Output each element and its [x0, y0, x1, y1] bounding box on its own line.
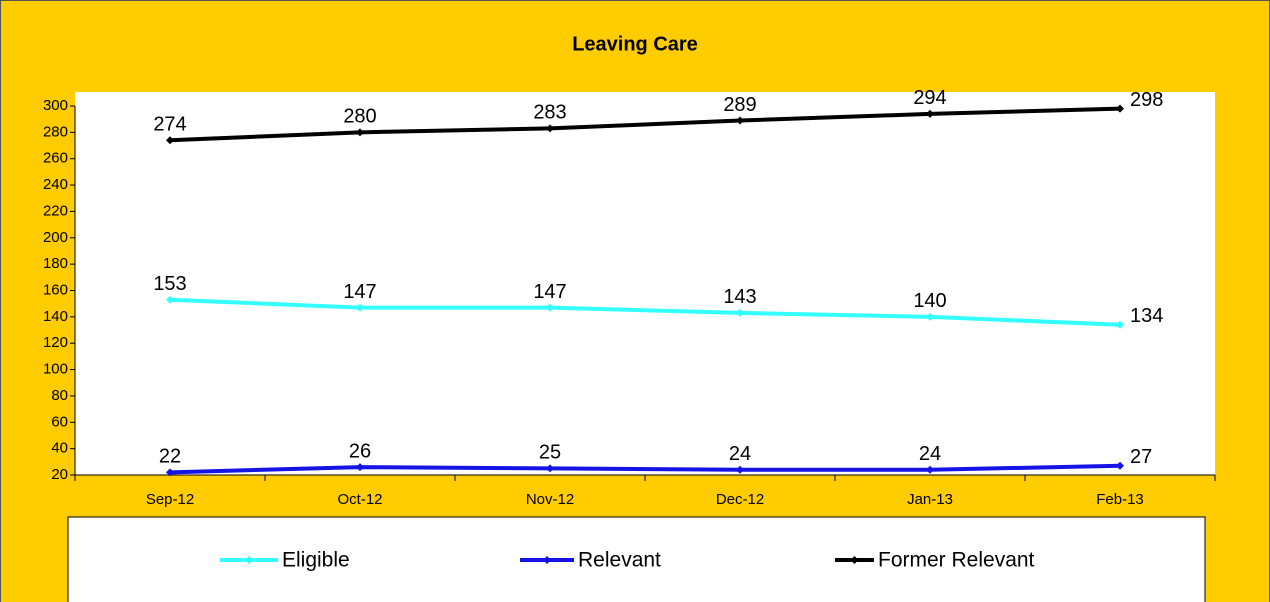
- y-tick-label: 220: [43, 202, 68, 219]
- marker: [1116, 104, 1124, 113]
- y-tick-label: 300: [43, 97, 68, 114]
- series-line: [169, 106, 1121, 143]
- marker: [356, 303, 364, 312]
- data-label: 22: [159, 446, 181, 468]
- marker: [356, 463, 364, 472]
- data-label: 298: [1130, 89, 1163, 111]
- legend-label: Eligible: [282, 549, 350, 572]
- data-label: 283: [533, 102, 566, 124]
- marker: [736, 116, 744, 125]
- y-tick-label: 240: [43, 176, 68, 193]
- data-label: 26: [349, 440, 371, 462]
- marker: [546, 464, 554, 473]
- marker: [546, 303, 554, 312]
- marker: [926, 312, 934, 321]
- data-label: 25: [539, 442, 561, 464]
- legend-marker: [850, 556, 859, 564]
- marker: [546, 124, 554, 133]
- x-tick-label: Nov-12: [526, 491, 574, 508]
- data-label: 24: [729, 443, 751, 465]
- y-tick-label: 40: [51, 440, 68, 457]
- x-tick-label: Oct-12: [337, 491, 382, 508]
- series-line: [169, 297, 1121, 327]
- x-tick-label: Jan-13: [907, 491, 953, 508]
- legend-marker: [245, 556, 253, 564]
- legend-label: Former Relevant: [878, 549, 1035, 572]
- y-tick-label: 80: [51, 387, 68, 404]
- data-label: 289: [723, 94, 756, 116]
- marker: [736, 465, 744, 474]
- marker: [1116, 461, 1124, 470]
- x-tick-label: Dec-12: [716, 491, 764, 508]
- y-tick-label: 280: [43, 123, 68, 140]
- y-tick-label: 100: [43, 361, 68, 378]
- data-label: 147: [533, 281, 566, 303]
- marker: [736, 308, 744, 317]
- data-label: 134: [1130, 305, 1163, 327]
- marker: [926, 465, 934, 474]
- marker: [356, 128, 364, 137]
- data-label: 280: [343, 106, 376, 128]
- data-label: 274: [153, 114, 186, 136]
- marker: [926, 109, 934, 118]
- data-label: 24: [919, 443, 941, 465]
- legend-label: Relevant: [578, 549, 661, 572]
- y-tick-label: 180: [43, 255, 68, 272]
- y-tick-label: 20: [51, 466, 68, 483]
- chart-title: Leaving Care: [572, 33, 698, 55]
- data-label: 294: [913, 87, 946, 109]
- legend-marker: [543, 556, 551, 564]
- y-tick-label: 200: [43, 229, 68, 246]
- y-tick-label: 140: [43, 308, 68, 325]
- x-tick-label: Feb-13: [1096, 491, 1144, 508]
- plot-area: [75, 92, 1215, 475]
- marker: [1116, 320, 1124, 329]
- data-label: 140: [913, 290, 946, 312]
- x-tick-label: Sep-12: [146, 491, 194, 508]
- data-label: 153: [153, 273, 186, 295]
- data-label: 27: [1130, 446, 1152, 468]
- marker: [166, 468, 174, 477]
- y-tick-label: 60: [51, 413, 68, 430]
- y-tick-label: 120: [43, 334, 68, 351]
- y-tick-label: 160: [43, 281, 68, 298]
- data-label: 147: [343, 281, 376, 303]
- y-tick-label: 260: [43, 150, 68, 167]
- data-label: 143: [723, 286, 756, 308]
- series-line: [169, 463, 1121, 475]
- marker: [166, 136, 174, 145]
- marker: [166, 295, 174, 304]
